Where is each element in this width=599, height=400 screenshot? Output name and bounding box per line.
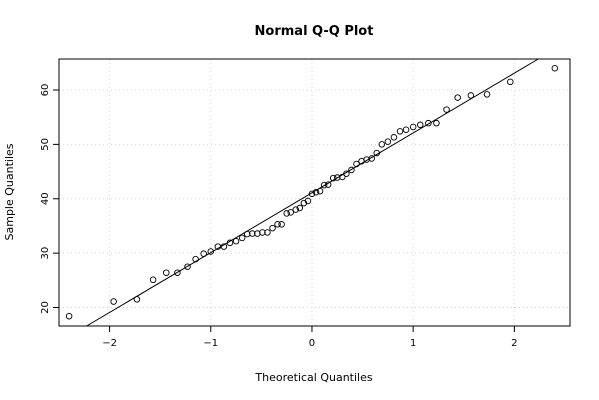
data-point — [249, 230, 256, 237]
x-axis: −2 −1 0 1 2 — [102, 325, 518, 349]
data-point — [329, 174, 337, 182]
y-axis: 20 30 40 50 60 — [40, 84, 60, 314]
data-point — [65, 312, 73, 320]
y-tick-label: 20 — [40, 301, 51, 314]
data-point — [409, 123, 417, 131]
data-point — [292, 206, 300, 213]
data-point — [343, 170, 350, 177]
data-point — [348, 166, 355, 174]
x-tick-label: 0 — [309, 338, 315, 349]
data-point — [339, 173, 346, 181]
data-point — [378, 141, 386, 148]
data-point — [416, 121, 424, 129]
data-point — [320, 181, 328, 189]
data-point — [507, 78, 514, 86]
data-point — [402, 126, 410, 133]
data-point — [334, 174, 341, 181]
data-point — [312, 188, 320, 196]
data-point — [551, 64, 559, 72]
data-point — [200, 250, 207, 257]
data-point — [368, 155, 375, 162]
y-tick-label: 40 — [40, 192, 51, 205]
data-point — [278, 221, 285, 228]
grid-lines — [59, 59, 570, 326]
data-point — [269, 224, 276, 232]
x-tick-label: −2 — [102, 338, 117, 349]
data-point — [232, 237, 240, 245]
data-point — [163, 269, 170, 276]
data-point — [110, 298, 117, 305]
data-point — [184, 263, 191, 270]
data-point — [443, 106, 450, 113]
chart-title: Normal Q-Q Plot — [255, 24, 374, 39]
x-axis-label: Theoretical Quantiles — [254, 371, 372, 384]
data-point — [133, 296, 141, 303]
x-tick-label: 2 — [511, 338, 517, 349]
data-point — [287, 209, 294, 216]
data-point — [308, 190, 316, 198]
y-tick-label: 30 — [40, 247, 51, 260]
data-point — [259, 229, 266, 236]
data-point — [373, 149, 380, 157]
data-point — [483, 91, 491, 98]
data-point — [264, 229, 271, 236]
data-point — [220, 243, 228, 250]
y-axis-label: Sample Quantiles — [3, 143, 16, 240]
data-point — [192, 255, 199, 263]
data-point — [390, 134, 398, 141]
y-tick-label: 60 — [40, 84, 51, 97]
data-point — [316, 187, 324, 195]
data-point — [214, 243, 222, 250]
data-point — [467, 92, 475, 99]
data-point — [304, 197, 312, 205]
data-point — [274, 221, 281, 228]
data-point — [324, 181, 332, 188]
data-point — [384, 138, 392, 145]
data-point — [425, 119, 432, 127]
data-point — [454, 94, 461, 101]
data-point — [238, 234, 246, 242]
data-point — [174, 269, 181, 276]
qq-reference-line — [86, 58, 539, 327]
data-point — [149, 276, 157, 284]
data-points — [65, 64, 559, 320]
data-point — [243, 230, 251, 238]
data-point — [353, 160, 360, 168]
data-point — [283, 210, 290, 217]
reference-line-group — [86, 58, 539, 327]
data-point — [207, 248, 215, 255]
data-point — [396, 128, 404, 135]
x-tick-label: −1 — [203, 338, 218, 349]
data-point — [226, 239, 234, 247]
x-tick-label: 1 — [410, 338, 416, 349]
data-point — [296, 204, 304, 212]
y-tick-label: 50 — [40, 138, 51, 151]
data-point — [433, 119, 440, 127]
